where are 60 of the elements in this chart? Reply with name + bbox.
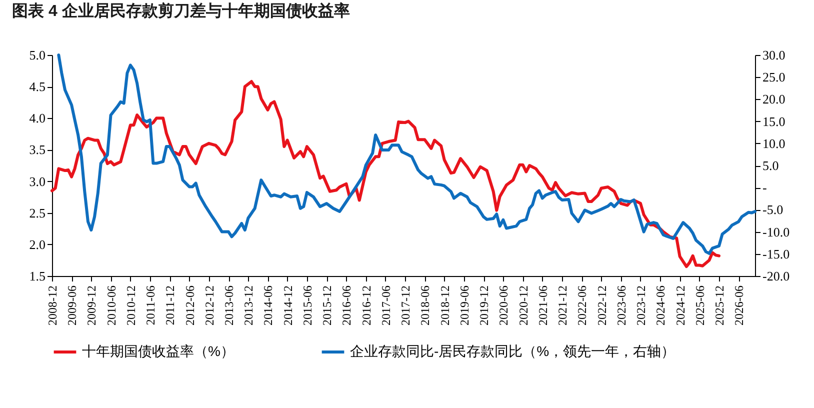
x-tick-label: 2026-06 bbox=[732, 286, 746, 326]
x-tick-label: 2009-12 bbox=[84, 286, 99, 326]
x-tick-label: 2018-12 bbox=[438, 286, 452, 326]
y-tick-label: 5.0 bbox=[29, 48, 46, 62]
y2-tick-label: -10.0 bbox=[762, 224, 790, 240]
x-tick-label: 2018-06 bbox=[418, 286, 432, 326]
x-tick-label: 2017-12 bbox=[398, 286, 413, 326]
y-tick-label: 3.5 bbox=[29, 142, 46, 158]
y2-tick-label: 5.0 bbox=[762, 158, 779, 173]
chart-title: 图表 4 企业居民存款剪刀差与十年期国债收益率 bbox=[12, 1, 350, 20]
x-tick-label: 2017-06 bbox=[378, 286, 393, 326]
x-tick-label: 2012-12 bbox=[202, 286, 216, 326]
y-tick-label: 1.5 bbox=[29, 268, 46, 284]
x-tick-label: 2023-06 bbox=[614, 286, 628, 326]
legend-label: 十年期国债收益率（%） bbox=[82, 343, 234, 359]
y-tick-label: 2.5 bbox=[29, 205, 46, 220]
x-tick-label: 2022-06 bbox=[575, 286, 590, 326]
line-series bbox=[50, 80, 721, 268]
x-tick-label: 2020-06 bbox=[496, 286, 511, 326]
y2-tick-label: 10.0 bbox=[762, 136, 786, 151]
x-tick-label: 2014-06 bbox=[261, 286, 276, 326]
y2-tick-label: -15.0 bbox=[762, 246, 790, 262]
y2-tick-label: 25.0 bbox=[762, 70, 786, 85]
y-tick-label: 4.0 bbox=[29, 110, 46, 126]
x-tick-label: 2024-06 bbox=[654, 286, 668, 326]
x-tick-label: 2014-12 bbox=[280, 286, 295, 326]
y2-tick-label: - bbox=[762, 180, 767, 196]
x-tick-label: 2016-06 bbox=[340, 286, 354, 326]
x-tick-label: 2023-12 bbox=[634, 286, 648, 326]
x-tick-label: 2011-12 bbox=[163, 286, 178, 326]
x-tick-label: 2008-12 bbox=[46, 286, 60, 326]
x-tick-label: 2015-12 bbox=[320, 286, 334, 326]
y2-tick-label: 15.0 bbox=[762, 114, 786, 129]
line-series bbox=[57, 54, 756, 255]
x-tick-label: 2024-12 bbox=[673, 286, 688, 326]
y2-tick-label: -5.0 bbox=[762, 202, 784, 218]
y2-tick-label: 20.0 bbox=[762, 92, 786, 107]
x-tick-label: 2019-12 bbox=[477, 286, 492, 326]
x-tick-label: 2012-06 bbox=[182, 286, 197, 326]
x-tick-label: 2022-12 bbox=[594, 286, 609, 326]
x-tick-label: 2019-06 bbox=[457, 286, 472, 326]
y-tick-label: 4.5 bbox=[29, 79, 46, 94]
x-tick-label: 2025-06 bbox=[692, 286, 707, 326]
x-tick-label: 2021-06 bbox=[536, 286, 550, 326]
y2-tick-label: 30.0 bbox=[762, 48, 786, 62]
x-tick-label: 2016-12 bbox=[359, 286, 374, 326]
x-tick-label: 2010-12 bbox=[124, 286, 138, 326]
legend-label: 企业存款同比-居民存款同比（%，领先一年，右轴） bbox=[350, 343, 676, 359]
x-tick-label: 2015-06 bbox=[300, 286, 314, 326]
y2-tick-label: -20.0 bbox=[762, 268, 790, 284]
x-tick-label: 2013-06 bbox=[222, 286, 236, 326]
y-tick-label: 2.0 bbox=[29, 236, 46, 252]
x-tick-label: 2021-12 bbox=[556, 286, 570, 326]
x-tick-label: 2020-12 bbox=[516, 286, 530, 326]
x-tick-label: 2009-06 bbox=[65, 286, 80, 326]
y-tick-label: 3.0 bbox=[29, 174, 46, 189]
x-tick-label: 2010-06 bbox=[104, 286, 118, 326]
x-tick-label: 2025-12 bbox=[712, 286, 727, 326]
x-tick-label: 2013-12 bbox=[242, 286, 256, 326]
x-tick-label: 2011-06 bbox=[143, 286, 158, 326]
